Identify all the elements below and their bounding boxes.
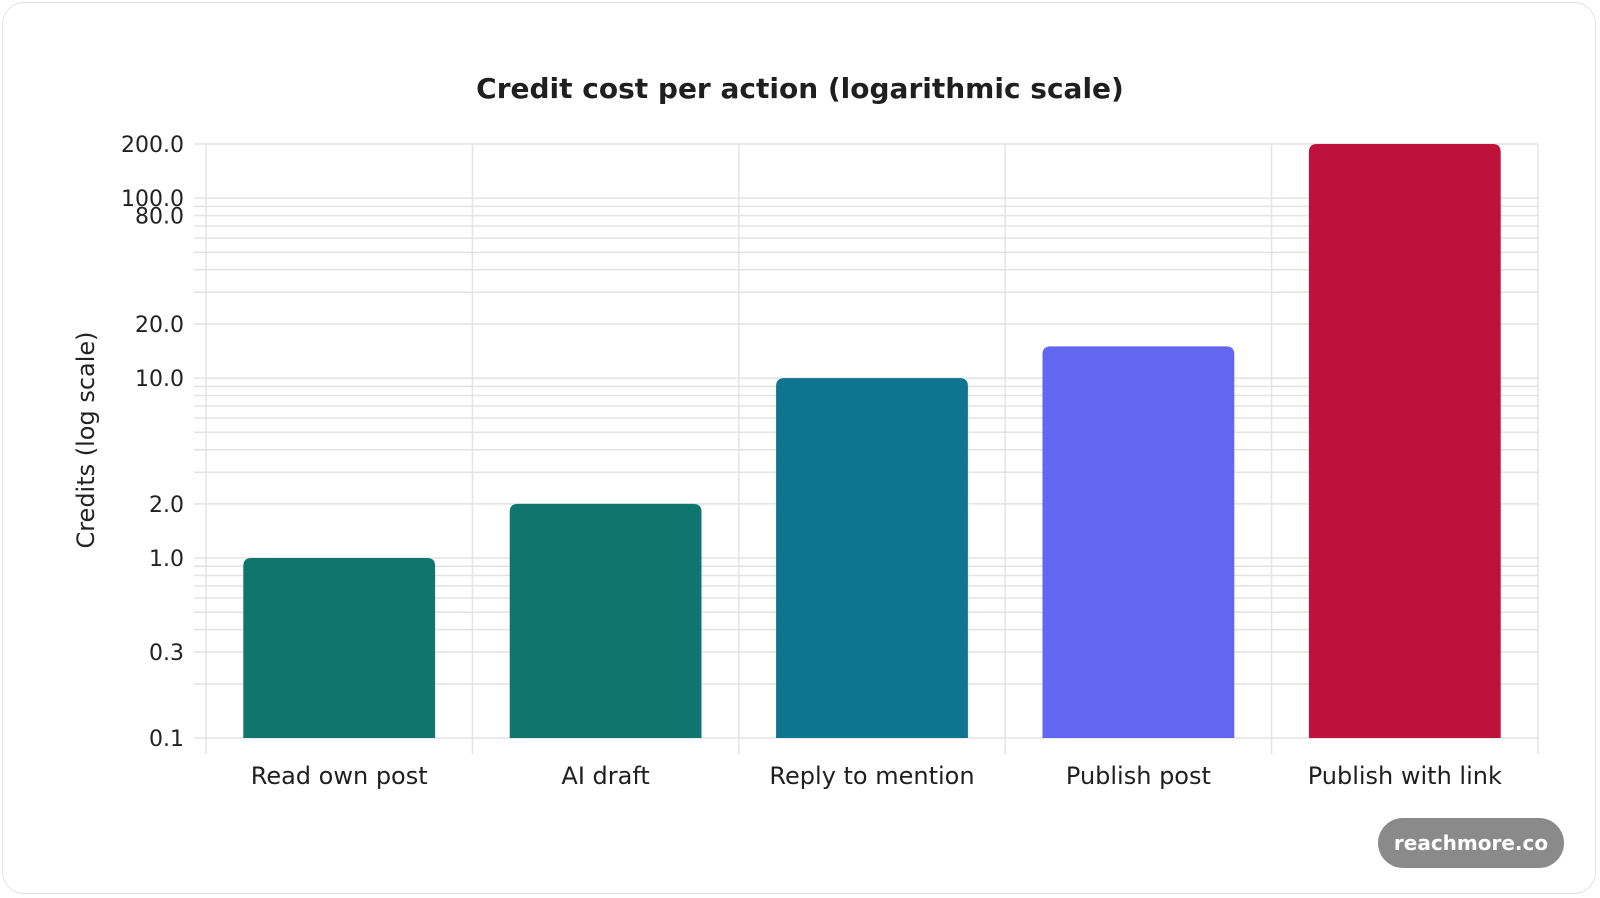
x-axis-ticks: Read own post AI draft Reply to mention Pub… [251,762,1502,790]
x-tick-label: Reply to mention [769,762,974,790]
x-tick-label: Read own post [251,762,428,790]
y-tick-label: 80.0 [135,205,184,230]
bar-publish-post [1042,346,1235,738]
y-tick-label: 200.0 [121,133,184,158]
y-tick-label: 100.0 [121,187,184,212]
y-tick-label: 0.3 [149,641,184,666]
y-tick-label: 20.0 [135,313,184,338]
chart-title: Credit cost per action (logarithmic scal… [476,72,1124,105]
y-tick-label: 2.0 [149,493,184,518]
bar-reply-to-mention [776,378,968,738]
bar-read-own-post [243,558,436,738]
y-tick-label: 1.0 [149,547,184,572]
y-tick-label: 10.0 [135,367,184,392]
y-tick-label: 0.1 [149,727,184,752]
y-axis-label: Credits (log scale) [72,331,100,548]
x-tick-label: Publish with link [1308,762,1502,790]
bar-ai-draft [509,503,702,738]
bars [243,144,1501,738]
bar-publish-with-link [1308,144,1501,738]
x-tick-label: AI draft [561,762,649,790]
x-tick-label: Publish post [1066,762,1211,790]
brand-badge[interactable]: reachmore.co [1378,818,1564,868]
